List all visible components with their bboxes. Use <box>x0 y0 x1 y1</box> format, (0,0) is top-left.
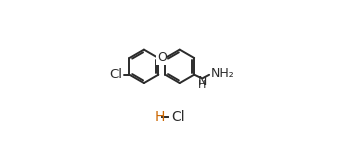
Text: O: O <box>157 51 167 64</box>
Text: H: H <box>154 110 165 124</box>
Text: Cl: Cl <box>171 110 185 124</box>
Text: N: N <box>198 75 207 88</box>
Text: H: H <box>198 80 207 90</box>
Text: NH₂: NH₂ <box>210 67 234 80</box>
Text: Cl: Cl <box>109 68 122 81</box>
